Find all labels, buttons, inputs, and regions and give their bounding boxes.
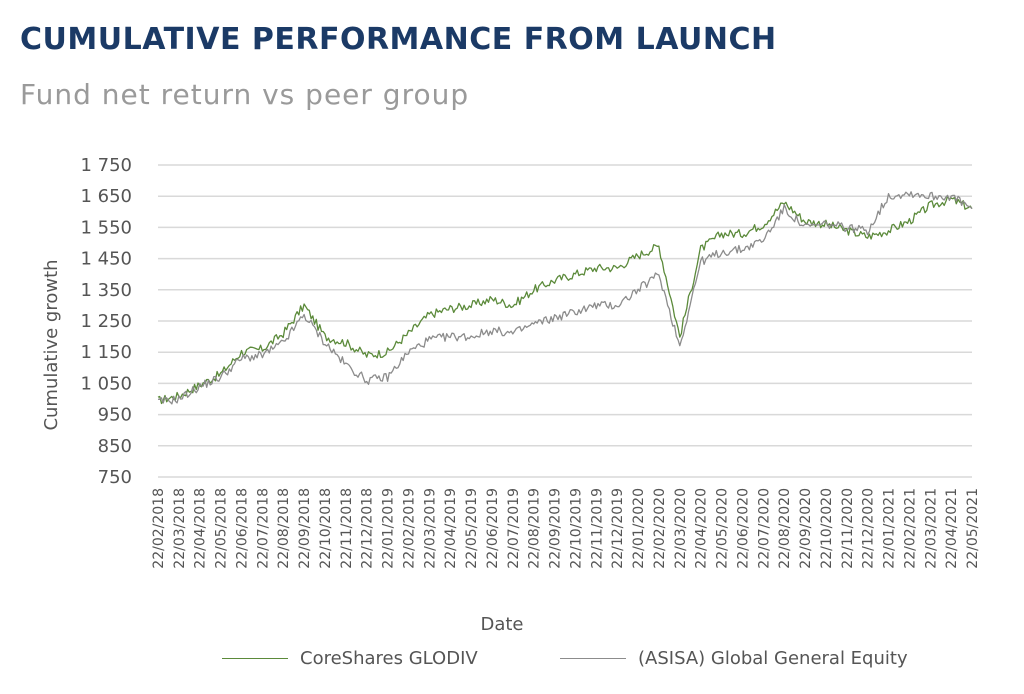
x-tick-label: 22/02/2021: [902, 488, 918, 569]
y-tick-label: 1 350: [80, 280, 132, 301]
x-tick-label: 22/03/2018: [172, 488, 188, 569]
y-axis-ticks: 750 850 950 1 050 1 150 1 250 1 350 1 450 1 550 1…: [80, 155, 132, 488]
y-tick-label: 950: [98, 405, 132, 426]
chart-area: 750 850 950 1 050 1 150 1 250 1 350 1 450 1 550 1…: [41, 155, 981, 635]
series-line-coreshares: [157, 195, 973, 405]
x-axis-label: Date: [480, 614, 523, 635]
x-tick-label: 22/04/2020: [694, 488, 710, 569]
x-tick-label: 22/12/2018: [360, 488, 376, 569]
x-tick-label: 22/06/2020: [735, 488, 751, 569]
x-tick-label: 22/10/2020: [819, 488, 835, 569]
legend-swatch-coreshares: [222, 658, 288, 659]
x-tick-label: 22/03/2019: [422, 488, 438, 569]
legend-swatch-asisa: [560, 658, 626, 659]
x-tick-label: 22/03/2021: [923, 488, 939, 569]
x-tick-label: 22/08/2019: [527, 488, 543, 569]
chart-title: CUMULATIVE PERFORMANCE FROM LAUNCH: [20, 22, 777, 57]
legend-item-asisa: (ASISA) Global General Equity: [560, 648, 908, 669]
y-tick-label: 850: [98, 436, 132, 457]
chart-subtitle: Fund net return vs peer group: [20, 78, 470, 111]
x-tick-label: 22/07/2019: [506, 488, 522, 569]
x-tick-label: 22/07/2020: [756, 488, 772, 569]
x-tick-label: 22/01/2020: [631, 488, 647, 569]
gridlines: [158, 164, 972, 478]
x-tick-label: 22/02/2019: [401, 488, 417, 569]
x-tick-label: 22/06/2019: [485, 488, 501, 569]
y-tick-label: 1 250: [80, 311, 132, 332]
x-tick-label: 22/04/2019: [443, 488, 459, 569]
x-tick-label: 22/05/2020: [715, 488, 731, 569]
legend-label-asisa: (ASISA) Global General Equity: [638, 648, 908, 669]
y-tick-label: 1 450: [80, 249, 132, 270]
x-tick-label: 22/04/2018: [193, 488, 209, 569]
x-tick-label: 22/12/2019: [610, 488, 626, 569]
y-tick-label: 1 750: [80, 155, 132, 176]
x-tick-label: 22/10/2018: [318, 488, 334, 569]
y-tick-label: 750: [98, 467, 132, 488]
y-tick-label: 1 050: [80, 373, 132, 394]
series-line-asisa: [157, 191, 973, 405]
x-tick-label: 22/05/2018: [214, 488, 230, 569]
x-tick-label: 22/05/2019: [464, 488, 480, 569]
y-tick-label: 1 650: [80, 186, 132, 207]
x-tick-label: 22/01/2019: [381, 488, 397, 569]
x-tick-label: 22/06/2018: [234, 488, 250, 569]
x-axis-ticks: 22/02/2018 22/03/2018 22/04/2018 22/05/2018…: [151, 488, 981, 569]
x-tick-label: 22/12/2020: [861, 488, 877, 569]
x-tick-label: 22/09/2019: [548, 488, 564, 569]
x-tick-label: 22/08/2020: [777, 488, 793, 569]
y-axis-label: Cumulative growth: [41, 259, 62, 430]
x-tick-label: 22/10/2019: [568, 488, 584, 569]
x-tick-label: 22/05/2021: [965, 488, 981, 569]
legend-item-coreshares: CoreShares GLODIV: [222, 648, 478, 669]
x-tick-label: 22/03/2020: [673, 488, 689, 569]
x-tick-label: 22/09/2020: [798, 488, 814, 569]
legend: CoreShares GLODIV (ASISA) Global General…: [0, 648, 1024, 678]
x-tick-label: 22/11/2020: [840, 488, 856, 569]
x-tick-label: 22/08/2018: [276, 488, 292, 569]
legend-label-coreshares: CoreShares GLODIV: [300, 648, 478, 669]
x-tick-label: 22/11/2018: [339, 488, 355, 569]
x-tick-label: 22/07/2018: [255, 488, 271, 569]
x-tick-label: 22/04/2021: [944, 488, 960, 569]
y-tick-label: 1 150: [80, 342, 132, 363]
x-tick-label: 22/09/2018: [297, 488, 313, 569]
x-tick-label: 22/11/2019: [589, 488, 605, 569]
y-tick-label: 1 550: [80, 217, 132, 238]
x-tick-label: 22/02/2020: [652, 488, 668, 569]
x-tick-label: 22/02/2018: [151, 488, 167, 569]
series-lines: [157, 191, 973, 405]
x-tick-label: 22/01/2021: [882, 488, 898, 569]
